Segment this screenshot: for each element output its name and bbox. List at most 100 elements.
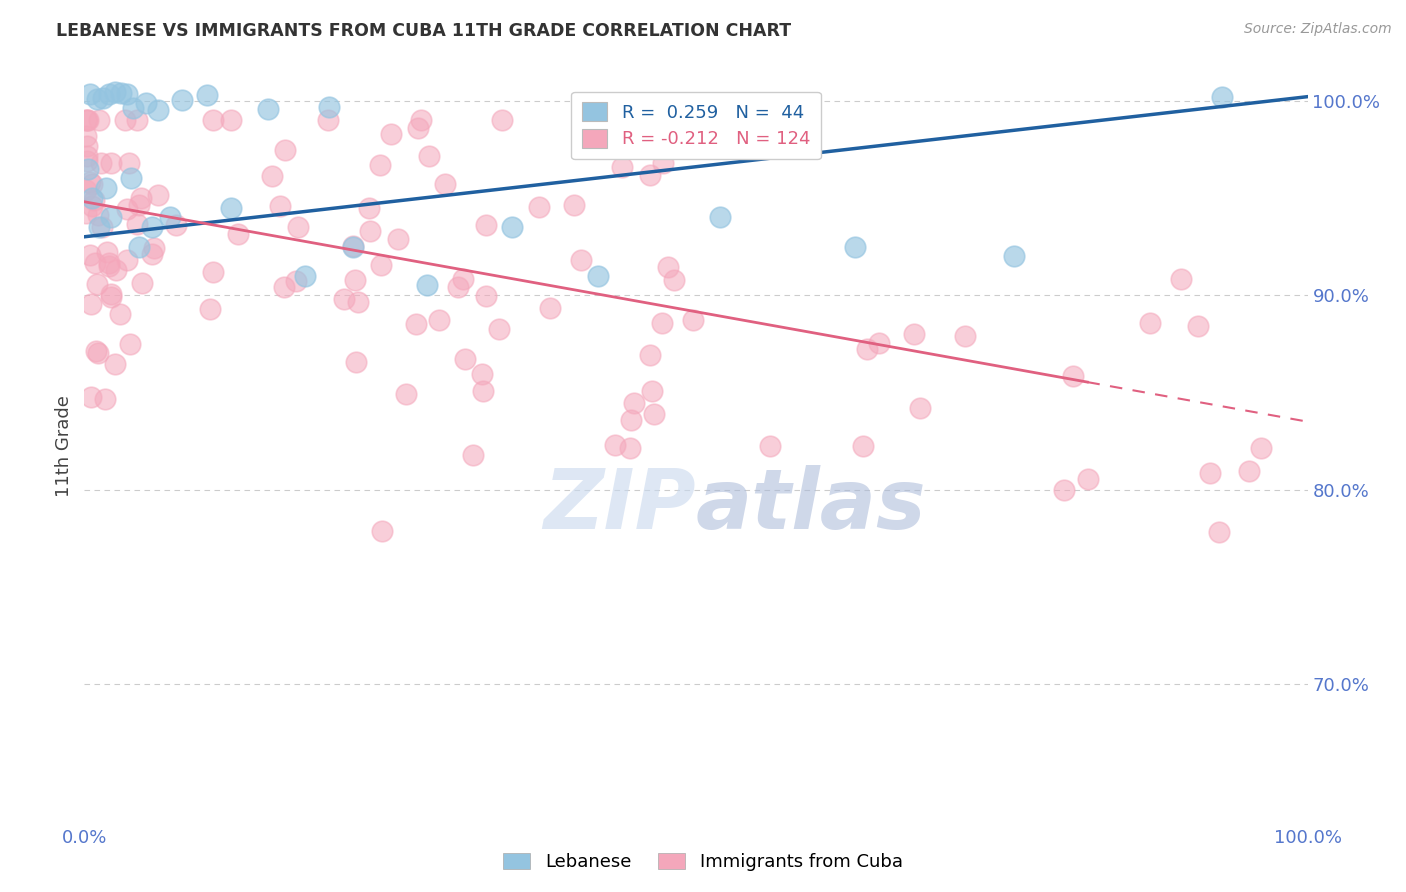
Point [868, 336, 890, 351]
Point [100, 290, 122, 304]
Point [260, 169, 283, 183]
Point [110, 86, 132, 100]
Point [586, 268, 609, 283]
Point [759, 439, 782, 453]
Point [273, 280, 295, 294]
Point [652, 155, 675, 169]
Point [87, 208, 110, 222]
Point [333, 292, 356, 306]
Point [491, 113, 513, 128]
Point [84, 256, 107, 270]
Point [461, 448, 484, 462]
Point [1170, 272, 1192, 286]
Point [640, 384, 662, 399]
Point [100, 155, 122, 169]
Point [97, 87, 120, 102]
Point [274, 143, 297, 157]
Point [219, 201, 242, 215]
Point [87, 220, 110, 235]
Point [141, 220, 163, 235]
Point [91, 91, 114, 105]
Point [387, 232, 409, 246]
Point [1211, 89, 1233, 103]
Point [1053, 483, 1076, 498]
Point [342, 239, 364, 253]
Point [908, 401, 931, 416]
Point [416, 278, 439, 293]
Point [83, 194, 105, 208]
Point [76, 113, 98, 128]
Point [682, 313, 704, 327]
Point [141, 247, 163, 261]
Point [172, 93, 194, 107]
Point [475, 288, 498, 302]
Legend: R =  0.259   N =  44, R = -0.212   N = 124: R = 0.259 N = 44, R = -0.212 N = 124 [571, 92, 821, 159]
Point [562, 198, 585, 212]
Point [380, 127, 402, 141]
Point [79, 248, 101, 262]
Point [488, 322, 510, 336]
Y-axis label: 11th Grade: 11th Grade [55, 395, 73, 497]
Point [406, 121, 429, 136]
Point [90, 156, 112, 170]
Point [344, 355, 367, 369]
Point [502, 220, 524, 235]
Point [474, 218, 496, 232]
Point [619, 441, 641, 455]
Point [371, 524, 394, 538]
Point [100, 211, 122, 225]
Point [131, 276, 153, 290]
Point [200, 302, 222, 317]
Legend: Lebanese, Immigrants from Cuba: Lebanese, Immigrants from Cuba [496, 846, 910, 879]
Point [202, 265, 225, 279]
Point [269, 199, 291, 213]
Point [118, 156, 141, 170]
Point [1237, 465, 1260, 479]
Point [115, 252, 138, 267]
Point [471, 367, 494, 381]
Text: atlas: atlas [696, 466, 927, 547]
Text: ZIP: ZIP [543, 466, 696, 547]
Point [527, 201, 550, 215]
Point [76, 153, 98, 168]
Point [98, 259, 121, 273]
Point [87, 113, 110, 128]
Point [120, 337, 142, 351]
Point [165, 219, 187, 233]
Point [657, 260, 679, 275]
Point [605, 438, 627, 452]
Point [359, 201, 381, 215]
Point [409, 113, 432, 128]
Point [228, 227, 250, 241]
Point [114, 113, 136, 128]
Point [104, 357, 127, 371]
Point [433, 177, 456, 191]
Point [903, 326, 925, 341]
Point [294, 268, 316, 283]
Point [651, 316, 673, 330]
Point [80, 199, 103, 213]
Point [79, 175, 101, 189]
Point [623, 396, 645, 410]
Point [115, 87, 138, 102]
Point [346, 295, 368, 310]
Point [75, 128, 97, 143]
Point [540, 301, 562, 315]
Point [1002, 249, 1025, 263]
Point [79, 87, 101, 102]
Point [1062, 369, 1084, 384]
Point [202, 113, 225, 128]
Point [851, 439, 873, 453]
Point [343, 273, 366, 287]
Point [638, 348, 661, 362]
Point [257, 103, 280, 117]
Point [146, 103, 169, 117]
Point [359, 224, 381, 238]
Point [427, 313, 450, 327]
Point [612, 160, 634, 174]
Point [1187, 318, 1209, 333]
Point [453, 351, 475, 366]
Point [115, 202, 138, 216]
Point [285, 274, 308, 288]
Point [844, 239, 866, 253]
